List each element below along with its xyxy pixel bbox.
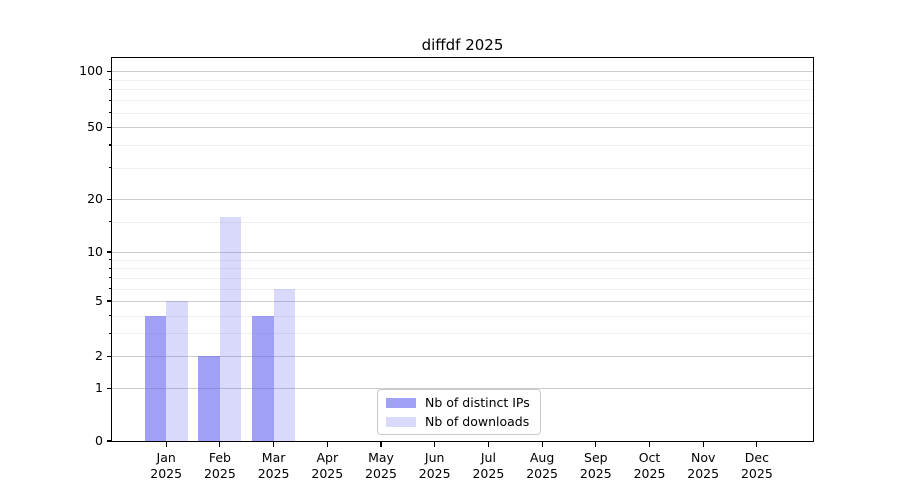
x-tick <box>273 442 275 447</box>
y-minor-tick <box>109 79 112 81</box>
y-major-tick <box>106 300 112 302</box>
x-tick <box>165 442 167 447</box>
y-minor-tick <box>109 99 112 101</box>
gridline-major <box>112 71 813 73</box>
x-tick-label: Apr 2025 <box>311 450 344 481</box>
plot-area <box>111 57 814 442</box>
x-tick <box>702 442 704 447</box>
gridline-minor <box>112 144 813 146</box>
gridline-minor <box>112 221 813 223</box>
y-minor-tick <box>109 287 112 290</box>
y-tick-label: 100 <box>79 63 103 79</box>
x-tick <box>648 442 651 447</box>
y-tick-label: 10 <box>87 244 103 259</box>
y-tick-label: 5 <box>95 292 103 308</box>
y-minor-tick <box>109 111 112 114</box>
x-tick-label: Oct 2025 <box>633 450 666 481</box>
x-tick-label: Nov 2025 <box>687 450 720 481</box>
y-major-tick <box>106 440 112 442</box>
y-major-tick <box>106 198 112 201</box>
bar-downloads <box>166 300 188 441</box>
y-minor-tick <box>109 221 112 223</box>
x-tick-label: Aug 2025 <box>526 450 558 481</box>
gridline-minor <box>112 79 813 81</box>
x-tick-label: Jun 2025 <box>418 450 451 481</box>
legend-swatch-downloads <box>386 416 416 427</box>
gridline-minor <box>112 333 813 335</box>
gridline-major <box>112 356 813 358</box>
x-tick <box>380 442 382 447</box>
y-minor-tick <box>109 314 112 317</box>
bar-distinct-ips <box>144 315 167 441</box>
y-minor-tick <box>109 267 112 269</box>
y-major-tick <box>106 387 112 389</box>
y-minor-tick <box>109 277 112 279</box>
legend-item-distinct-ips: Nb of distinct IPs <box>386 395 540 411</box>
chart-title: diffdf 2025 <box>421 36 504 54</box>
legend-item-downloads: Nb of downloads <box>386 414 540 430</box>
x-tick-label: Feb 2025 <box>203 450 236 481</box>
gridline-minor <box>112 89 813 91</box>
x-tick <box>434 442 436 447</box>
legend-label-downloads: Nb of downloads <box>425 413 530 429</box>
y-major-tick <box>106 70 112 72</box>
bar-downloads <box>219 216 242 441</box>
bar-distinct-ips <box>252 315 274 441</box>
y-tick-label: 0 <box>95 433 103 448</box>
gridline-major <box>112 388 813 390</box>
x-tick-label: Jul 2025 <box>472 450 505 481</box>
legend-swatch-distinct-ips <box>386 397 416 408</box>
gridline-major <box>112 252 813 253</box>
x-tick-label: May 2025 <box>365 450 397 481</box>
y-tick-label: 1 <box>95 380 103 396</box>
y-minor-tick <box>109 144 112 146</box>
y-tick-label: 2 <box>95 348 103 364</box>
gridline-minor <box>112 259 813 261</box>
x-tick <box>487 442 489 447</box>
y-minor-tick <box>109 88 112 90</box>
gridline-minor <box>112 315 813 317</box>
bar-downloads <box>273 288 296 441</box>
x-tick-label: Sep 2025 <box>579 450 612 481</box>
y-minor-tick <box>109 332 112 335</box>
gridline-major <box>112 300 813 302</box>
y-major-tick <box>106 355 112 357</box>
legend: Nb of distinct IPs Nb of downloads <box>377 389 541 435</box>
gridline-minor <box>112 268 813 270</box>
gridline-minor <box>112 167 813 169</box>
x-tick <box>326 442 328 447</box>
x-tick <box>541 442 543 447</box>
gridline-minor <box>112 277 813 279</box>
x-tick-label: Jan 2025 <box>150 450 183 481</box>
legend-label-distinct-ips: Nb of distinct IPs <box>425 394 530 410</box>
gridline-minor <box>112 100 813 102</box>
y-major-tick <box>106 126 112 128</box>
gridline-major <box>112 199 813 201</box>
gridline-minor <box>112 112 813 114</box>
y-minor-tick <box>109 259 112 261</box>
y-tick-label: 20 <box>87 191 103 207</box>
x-tick-label: Mar 2025 <box>257 450 290 481</box>
gridline-major <box>112 127 813 129</box>
x-tick <box>219 442 221 447</box>
x-tick-label: Dec 2025 <box>740 450 773 481</box>
x-tick <box>756 442 758 447</box>
y-tick-label: 50 <box>87 119 103 135</box>
x-tick <box>595 442 597 447</box>
y-major-tick <box>106 251 112 253</box>
y-minor-tick <box>109 167 112 169</box>
gridline-minor <box>112 288 813 290</box>
bar-distinct-ips <box>198 356 220 441</box>
